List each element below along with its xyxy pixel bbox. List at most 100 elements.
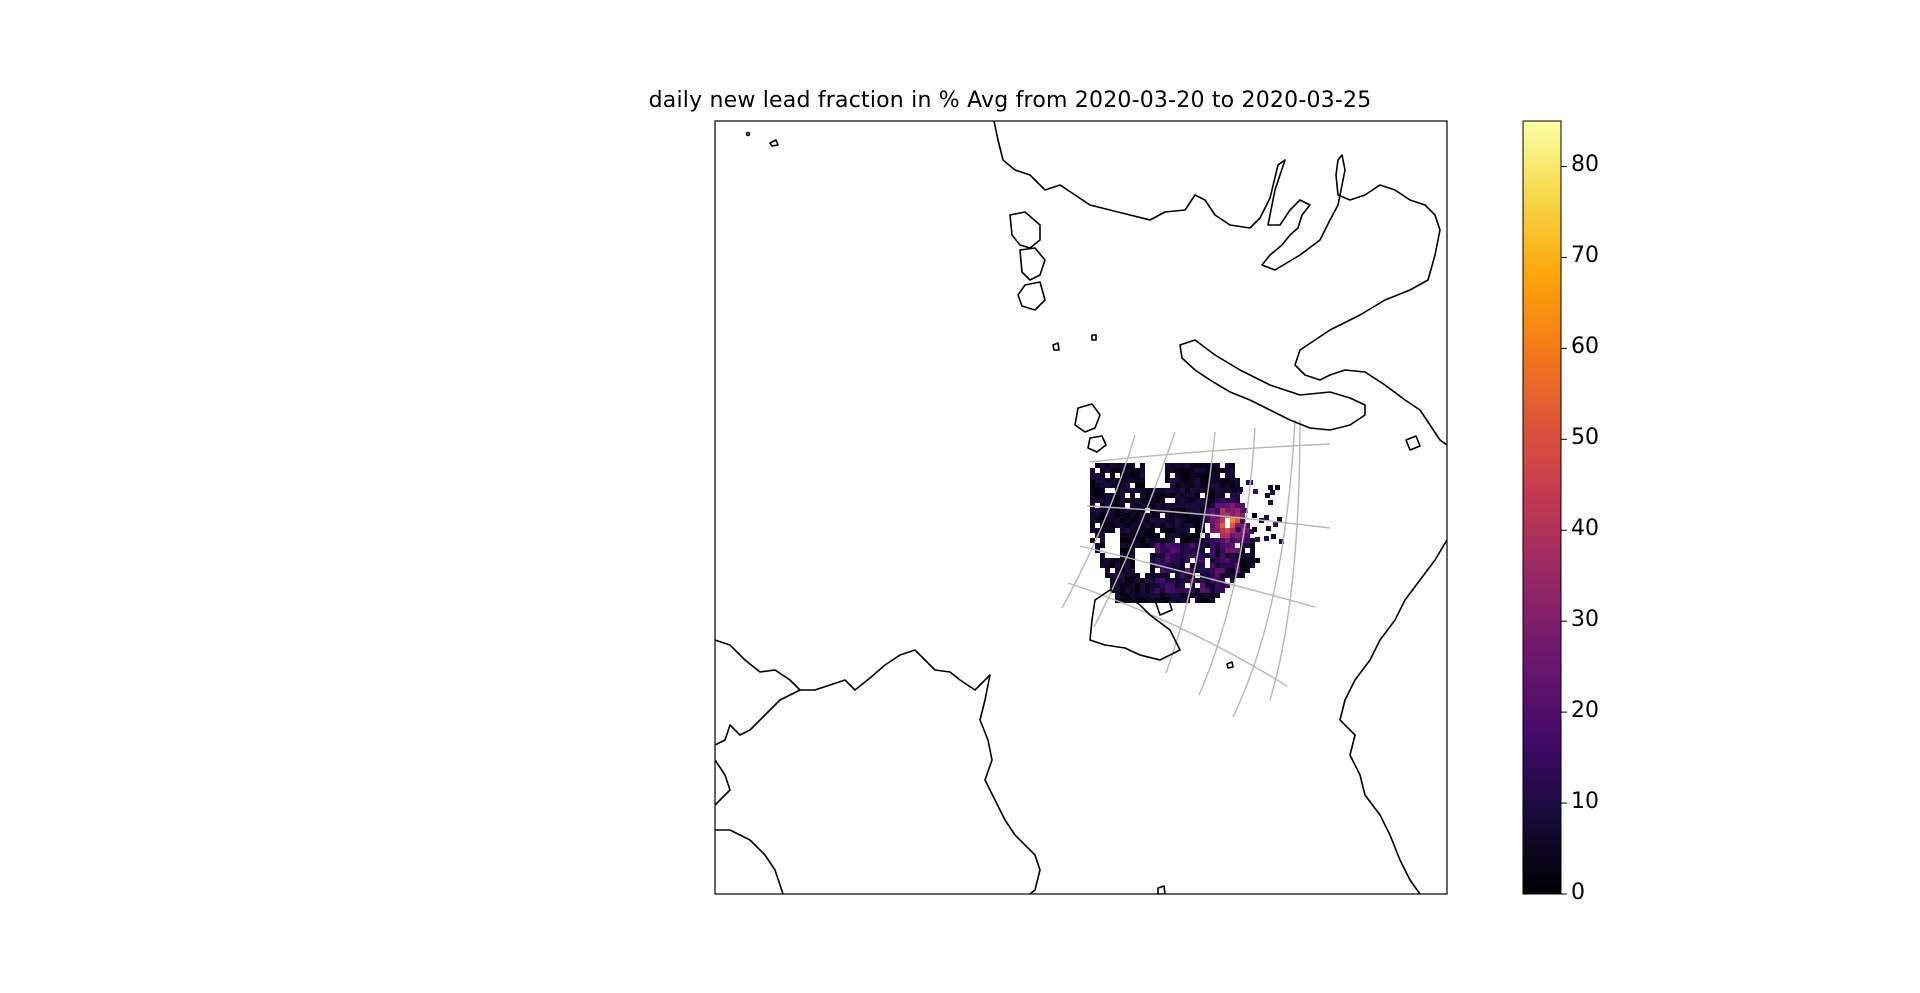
raster-cell [1105,563,1110,568]
raster-cell [1240,519,1245,524]
raster-cell [1130,478,1135,483]
raster-cell [1240,553,1245,558]
raster-cell [1210,473,1215,478]
raster-cell [1115,498,1120,503]
raster-cell [1150,503,1155,508]
raster-cell [1140,593,1145,598]
raster-cell [1175,463,1180,468]
raster-cell [1140,493,1145,498]
raster-cell [1200,498,1205,503]
raster-cell [1155,538,1160,543]
raster-cell [1190,518,1195,523]
raster-cell [1195,503,1200,508]
raster-cell [1155,488,1160,493]
raster-cell [1120,498,1125,503]
raster-cell [1160,598,1165,603]
raster-cell [1275,485,1280,490]
coastline [1017,281,1046,311]
map-area [715,121,1447,894]
raster-cell [1165,473,1170,478]
raster-cell [1180,508,1185,513]
meridian-line [1061,434,1136,609]
raster-cell [1230,478,1235,483]
raster-cell [1125,528,1130,533]
raster-cell [1125,583,1130,588]
raster-cell [1125,558,1130,563]
raster-cell [1165,588,1170,593]
raster-cell [1220,468,1225,473]
raster-cell [1110,518,1115,523]
raster-cell [1175,553,1180,558]
coastline [715,829,784,894]
raster-cell [1230,503,1235,508]
raster-cell [1095,488,1100,493]
raster-cell [1200,503,1205,508]
raster-cell [1090,498,1095,503]
raster-cell [1180,468,1185,473]
raster-cell [1210,548,1215,553]
raster-cell [1120,503,1125,508]
raster-cell [1170,578,1175,583]
raster-cell [1160,518,1165,523]
raster-cell [1190,583,1195,588]
raster-cell [1155,548,1160,553]
raster-cell [1240,533,1245,538]
raster-cell [1200,483,1205,488]
raster-cell [1135,513,1140,518]
chart-title: daily new lead fraction in % Avg from 20… [648,88,1372,113]
raster-cell [1235,498,1240,503]
raster-cell [1210,503,1215,508]
raster-cell [1140,523,1145,528]
raster-cell [1220,568,1225,573]
raster-cell [1215,498,1220,503]
raster-cell [1095,478,1100,483]
raster-cell [1135,508,1140,513]
raster-cell [1170,583,1175,588]
raster-cell [1200,538,1205,543]
raster-cell [1210,558,1215,563]
raster-cell [1205,473,1210,478]
raster-cell [1245,533,1250,538]
raster-cell [1095,528,1100,533]
raster-cell [1205,538,1210,543]
raster-cell [1105,503,1110,508]
raster-cell [1150,523,1155,528]
raster-cell [1210,488,1215,493]
raster-cell [1270,490,1275,495]
raster-cell [1180,543,1185,548]
raster-cell [1120,553,1125,558]
raster-cell [1250,563,1255,568]
raster-cell [1268,485,1273,490]
raster-cell [1225,558,1230,563]
raster-cell [1100,533,1105,538]
raster-cell [1110,483,1115,488]
raster-cell [1105,483,1110,488]
raster-cell [1125,473,1130,478]
raster-cell [1130,498,1135,503]
raster-cell [1225,498,1230,503]
raster-cell [1185,558,1190,563]
raster-cell [1115,578,1120,583]
raster-cell [1205,593,1210,598]
colorbar-tick-label: 30 [1571,607,1599,633]
raster-cell [1230,508,1235,513]
raster-cell [1215,583,1220,588]
raster-cell [1135,473,1140,478]
raster-cell [1246,480,1251,485]
raster-cell [1170,568,1175,573]
raster-cell [1135,523,1140,528]
raster-cell [1190,463,1195,468]
raster-cell [1235,508,1240,513]
raster-cell [1165,523,1170,528]
raster-cell [1195,538,1200,543]
coastline [1154,597,1173,616]
raster-cell [1240,528,1245,533]
raster-cell [1215,463,1220,468]
raster-cell [1120,593,1125,598]
raster-cell [1130,468,1135,473]
raster-cell [1160,503,1165,508]
raster-cell [1150,488,1155,493]
raster-cell [1220,483,1225,488]
raster-cell [1120,523,1125,528]
raster-cell [1150,498,1155,503]
